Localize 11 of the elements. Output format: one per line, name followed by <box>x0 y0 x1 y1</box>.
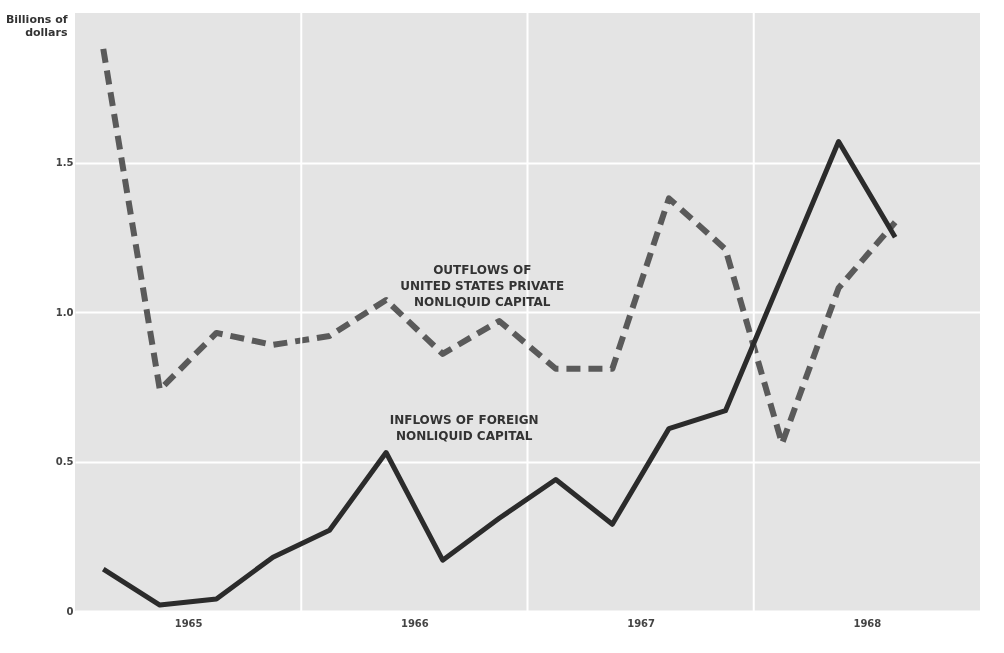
y-tick-label: 0.5 <box>55 456 74 467</box>
x-tick-label: 1968 <box>853 617 882 629</box>
series-label: INFLOWS OF FOREIGN NONLIQUID CAPITAL <box>389 412 539 443</box>
y-tick-label: 1.5 <box>55 157 74 168</box>
series-label: OUTFLOWS OF UNITED STATES PRIVATE NONLIQUID CAPITAL <box>400 263 565 310</box>
x-tick-label: 1965 <box>174 617 203 629</box>
y-axis-title: Billions of dollars <box>5 12 68 39</box>
y-tick-label: 1.0 <box>55 306 74 318</box>
x-tick-label: 1966 <box>400 617 429 629</box>
x-tick-label: 1967 <box>627 617 656 629</box>
y-tick-label: 0 <box>66 605 74 617</box>
